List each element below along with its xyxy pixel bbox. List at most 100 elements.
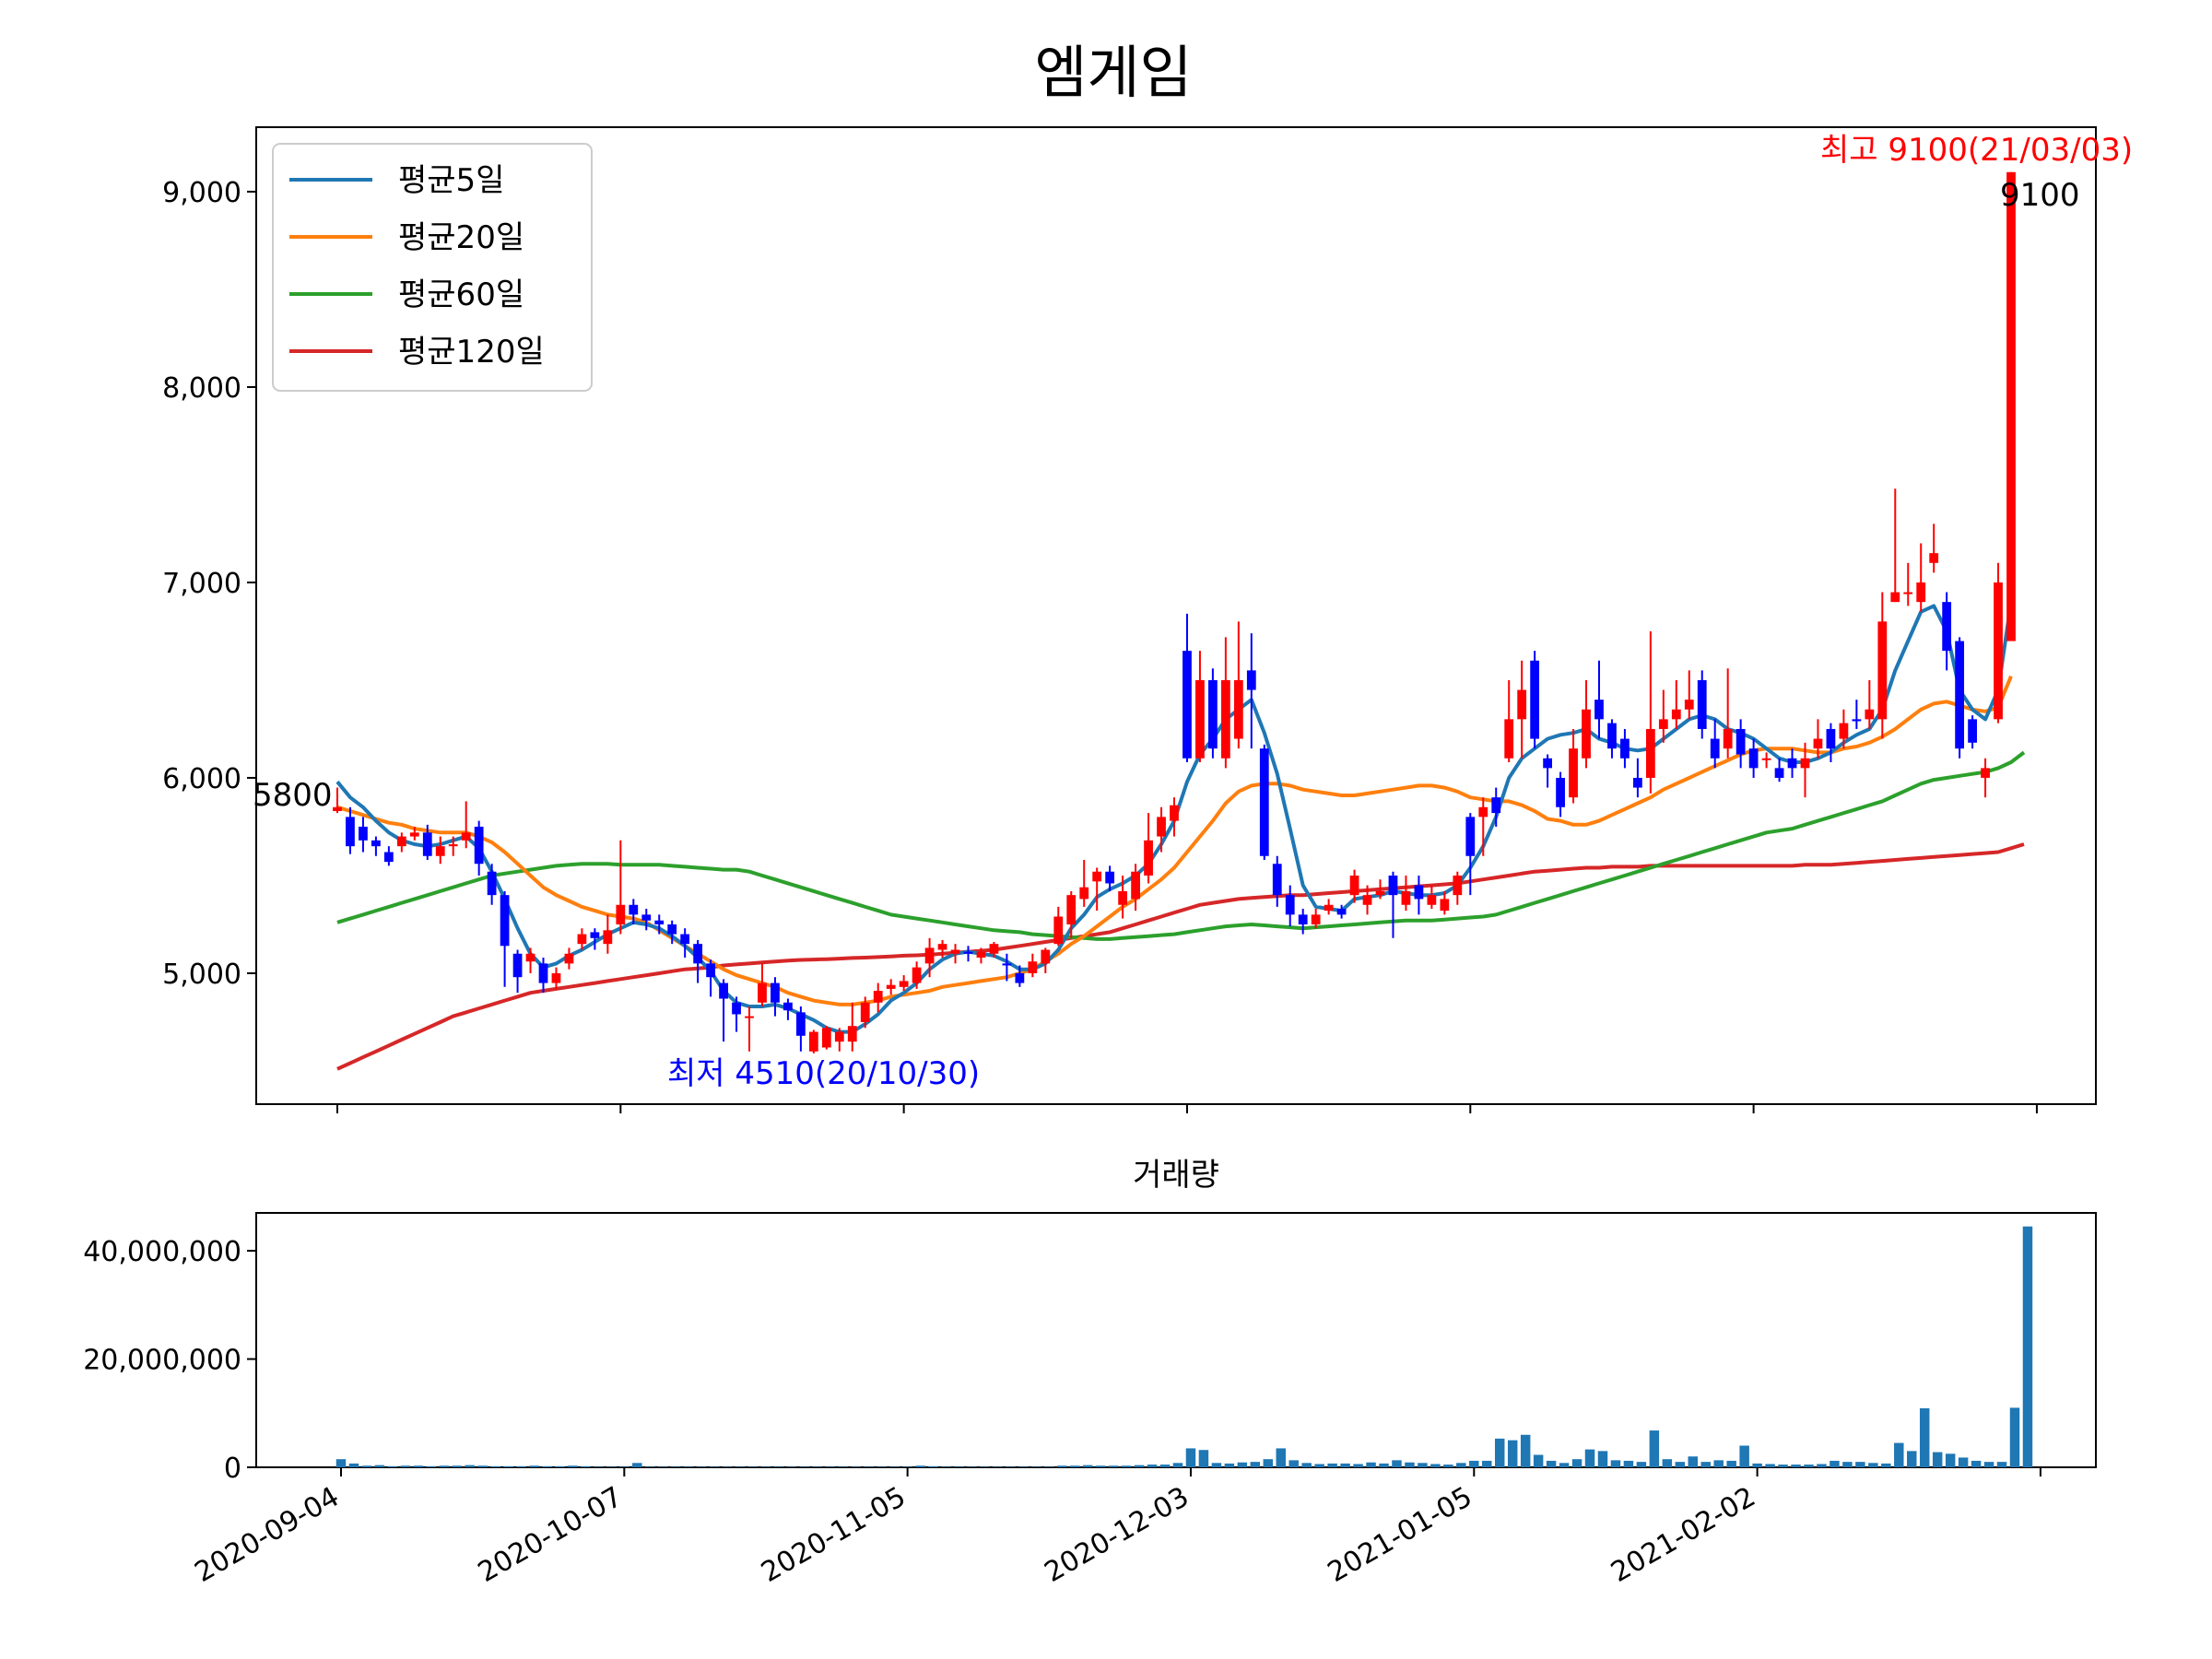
ma120-line [336,842,2025,1071]
volume-bar [465,1465,475,1467]
volume-bar [657,1466,668,1467]
candle-body [1569,748,1578,798]
volume-bar [1739,1445,1749,1467]
volume-bar [1379,1463,1389,1467]
volume-bar [799,1466,810,1467]
candle-body [1285,895,1295,915]
volume-bar [1533,1454,1544,1467]
volume-bar [1700,1462,1711,1467]
volume-bars [335,1226,2033,1467]
volume-bar [773,1466,784,1467]
candle-body [1144,840,1153,876]
volume-bar [838,1466,849,1467]
candle-body [1324,904,1334,912]
candle-body [654,920,665,924]
volume-bar [1830,1460,1840,1467]
volume-bar [1172,1463,1183,1467]
volume-bar [1405,1462,1415,1467]
volume-bar [1288,1460,1299,1467]
candle-body [1955,641,1965,749]
candle-body [1053,916,1064,945]
volume-y-tick-label: 20,000,000 [83,1345,241,1377]
volume-bar [374,1465,385,1467]
volume-bar [619,1466,629,1467]
candle-body [359,826,368,841]
volume-bar [1057,1465,1067,1467]
candle-body [899,981,909,987]
candle-body [1375,890,1385,896]
candle-body [834,1031,844,1042]
volume-bar [1327,1463,1337,1467]
candle-body [435,846,445,856]
volume-bar [1983,1462,1994,1467]
volume-bar [670,1466,681,1467]
legend-box [272,143,593,392]
candle-body [1208,679,1218,749]
volume-bar [735,1466,746,1467]
candle-body [1556,777,1565,807]
candle-body [1645,728,1655,778]
volume-bar [1095,1465,1106,1467]
volume-bar [1571,1459,1583,1467]
volume-bar [1031,1466,1041,1467]
volume-bar [1713,1460,1724,1467]
candle-body [1105,871,1115,884]
volume-bar [864,1466,874,1467]
volume-bar [1945,1453,1956,1467]
volume-bar [1006,1466,1016,1467]
chart-title: 엠게임 [1034,39,1192,106]
volume-bar [452,1465,462,1467]
volume-bar [645,1466,655,1467]
legend-label-ma120: 평균120일 [398,334,545,371]
volume-bar [915,1465,925,1467]
candle-body [1465,817,1476,856]
candle-body [1066,895,1077,924]
candle-body [1735,728,1746,755]
volume-bar [335,1459,347,1467]
candle-body [1774,768,1784,778]
candle-body [1233,679,1243,739]
volume-bar [1894,1442,1904,1467]
volume-bar [1881,1463,1891,1467]
volume-bar [993,1466,1003,1467]
candle-body [590,932,600,938]
volume-bar [348,1463,359,1467]
volume-bar [1610,1460,1621,1467]
candle-body [1118,890,1128,905]
volume-bar [1353,1464,1363,1467]
ma60-line [336,750,2026,941]
candle-body [950,949,960,954]
volume-bar [709,1466,720,1467]
legend-label-ma60: 평균60일 [398,276,524,313]
volume-bar [1340,1463,1350,1467]
candle-body [512,953,523,978]
volume-bar [387,1465,398,1467]
candle-body [1877,621,1888,720]
volume-bar [851,1466,862,1467]
candle-body [641,914,652,921]
candle-body [422,832,432,856]
candle-body [1362,895,1372,905]
volume-bar [516,1465,526,1467]
candle-body [1349,875,1359,896]
volume-bar [542,1465,552,1467]
candle-body [1170,805,1179,821]
price-y-tick-label: 9,000 [162,177,241,209]
candle-body [771,982,780,1003]
ma20-line [336,675,2013,1006]
legend-label-ma5: 평균5일 [398,162,504,199]
moving-average-lines [335,601,2026,1071]
candle-body [1890,592,1900,603]
volume-bar [1778,1465,1788,1467]
volume-bar [928,1465,938,1467]
volume-bar [1314,1464,1324,1467]
volume-bar [1842,1462,1853,1467]
candle-body [808,1031,818,1052]
volume-bar [760,1466,771,1467]
volume-bar [1482,1460,1492,1467]
candle-body [912,967,922,983]
volume-bar [632,1463,642,1467]
candle-body [1800,758,1810,769]
candle-body [821,1028,831,1048]
candle-body [886,984,896,989]
